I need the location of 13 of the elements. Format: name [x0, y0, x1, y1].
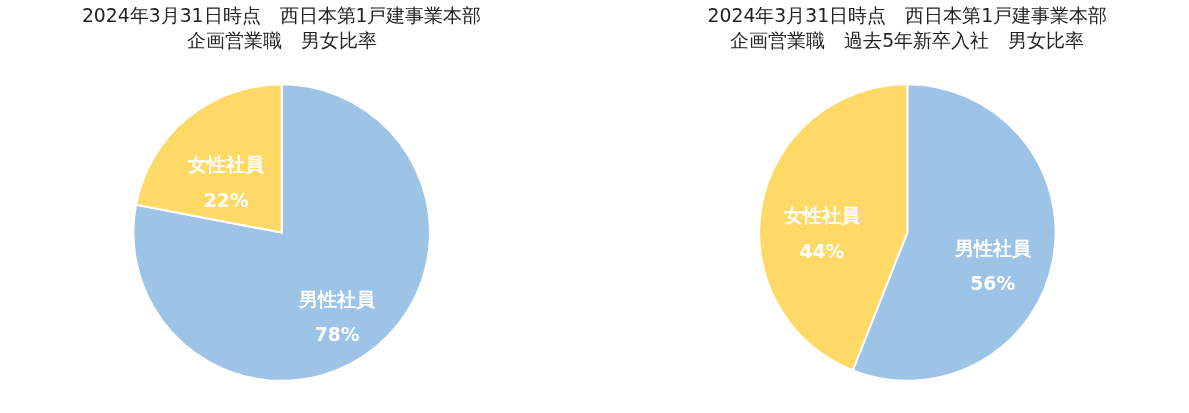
slice-label: 男性社員	[298, 288, 376, 310]
data-label: 44%	[799, 240, 845, 262]
data-label: 78%	[314, 324, 360, 346]
slice-label: 女性社員	[187, 154, 265, 176]
slice-label: 男性社員	[953, 237, 1031, 259]
slice-label: 女性社員	[782, 205, 860, 227]
data-label: 22%	[203, 190, 249, 212]
chart-subtitle: 企画営業職 過去5年新卒入社 男女比率	[730, 29, 1085, 51]
data-label: 56%	[970, 273, 1016, 295]
pie-slice	[132, 83, 431, 382]
chart-title: 2024年3月31日時点 西日本第1戸建事業本部	[707, 5, 1108, 27]
chart-subtitle: 企画営業職 男女比率	[186, 29, 377, 51]
chart-title: 2024年3月31日時点 西日本第1戸建事業本部	[81, 5, 482, 27]
